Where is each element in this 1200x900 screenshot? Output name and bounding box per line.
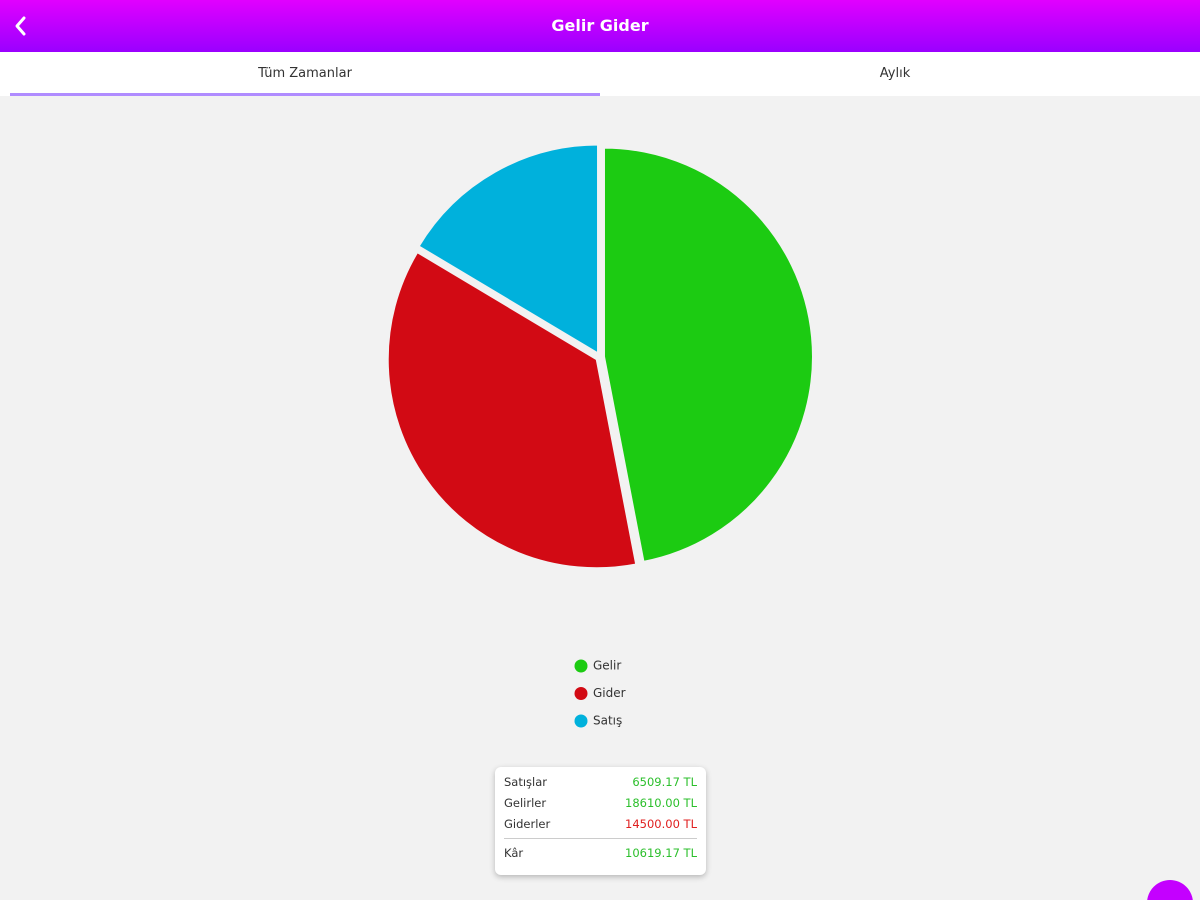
summary-card: Satışlar 6509.17 TL Gelirler 18610.00 TL G… xyxy=(495,767,706,875)
row-value: 14500.00 TL xyxy=(625,817,697,831)
row-label: Gelirler xyxy=(504,796,547,810)
tab[interactable]: Aylık xyxy=(879,66,911,81)
row-label: Giderler xyxy=(504,817,551,831)
back-button[interactable] xyxy=(8,0,38,52)
page-title: Gelir Gider xyxy=(551,16,649,35)
separator xyxy=(504,838,697,839)
summary-row: Giderler 14500.00 TL xyxy=(504,817,697,833)
tab[interactable]: Tüm Zamanlar xyxy=(258,66,352,81)
tab-bar: Tüm Zamanlar Aylık xyxy=(0,52,1200,96)
summary-row: Satışlar 6509.17 TL xyxy=(504,775,697,791)
pie-slice xyxy=(386,250,638,570)
legend-swatch xyxy=(574,687,588,700)
row-label: Satışlar xyxy=(504,775,548,789)
row-label: Kâr xyxy=(504,846,524,860)
legend-swatch xyxy=(574,714,588,728)
row-value: 18610.00 TL xyxy=(625,796,697,810)
legend-label: Satış xyxy=(593,714,622,728)
row-value: 6509.17 TL xyxy=(632,775,697,789)
legend-label: Gider xyxy=(593,686,626,700)
tab-indicator xyxy=(10,93,600,96)
summary-total: Kâr 10619.17 TL xyxy=(504,846,697,862)
row-value: 10619.17 TL xyxy=(625,846,697,860)
legend-swatch xyxy=(574,659,588,673)
pie-chart: Gelir Gider Satış xyxy=(386,143,814,728)
pie-slice xyxy=(417,143,600,356)
summary-row: Gelirler 18610.00 TL xyxy=(504,796,697,812)
add-button[interactable] xyxy=(1147,880,1193,900)
top-bar: Gelir Gider xyxy=(0,0,1200,52)
legend-label: Gelir xyxy=(593,659,621,673)
pie-slice xyxy=(602,146,814,564)
